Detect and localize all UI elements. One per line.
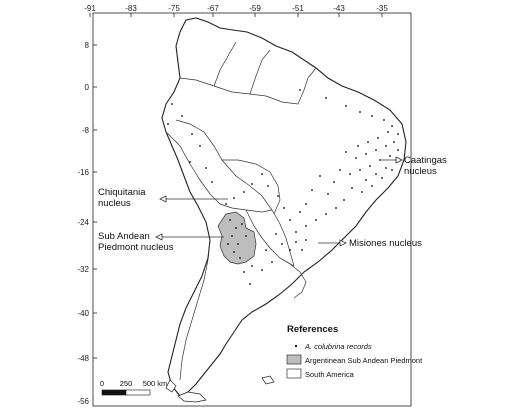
references-legend: References A. colubrina records Argentin… <box>286 324 423 379</box>
lat-tick: -40 <box>77 309 89 318</box>
longitude-ticks: -91 -83 -75 -67 -59 -51 -43 -35 <box>84 4 388 17</box>
misiones-label: Misiones nucleus <box>349 238 422 249</box>
misiones-annotation: Misiones nucleus <box>318 238 422 249</box>
country-borders <box>165 41 317 381</box>
subandean-label: Piedmont nucleus <box>98 242 174 253</box>
lat-tick: 8 <box>85 41 90 50</box>
piedmont-swatch <box>286 354 302 365</box>
records-legend-label: A. colubrina records <box>304 342 372 351</box>
south-america-swatch <box>286 368 302 379</box>
scale-end: 500 km <box>143 379 168 388</box>
caatingas-annotation: Caatingas nucleus <box>381 155 447 177</box>
record-symbol <box>294 344 298 348</box>
scale-zero: 0 <box>100 379 104 388</box>
lat-tick: -32 <box>77 265 89 274</box>
lon-tick: -59 <box>249 4 261 13</box>
lat-tick: -24 <box>77 218 89 227</box>
caatingas-label: nucleus <box>404 166 437 177</box>
subandean-label: Sub Andean <box>98 231 150 242</box>
lon-tick: -35 <box>376 4 388 13</box>
lon-tick: -75 <box>168 4 180 13</box>
subandean-annotation: Sub Andean Piedmont nucleus <box>98 231 224 253</box>
lat-tick: -56 <box>77 397 89 406</box>
lon-tick: -51 <box>292 4 304 13</box>
lat-tick: 0 <box>85 83 90 92</box>
lat-tick: -16 <box>77 168 89 177</box>
map-frame <box>92 12 412 407</box>
tierra-del-fuego <box>165 375 275 403</box>
lon-tick: -43 <box>333 4 345 13</box>
sub-andean-piedmont-area <box>217 211 257 265</box>
latitude-ticks: 8 0 -8 -16 -24 -32 -40 -48 -56 <box>77 41 97 406</box>
chiquitania-annotation: Chiquitania nucleus <box>98 187 228 209</box>
lon-tick: -67 <box>207 4 219 13</box>
scale-mid: 250 <box>120 379 133 388</box>
lat-tick: -48 <box>77 354 89 363</box>
lat-tick: -8 <box>82 126 90 135</box>
piedmont-legend-label: Argentinean Sub Andean Piedmont <box>305 356 423 365</box>
lon-tick: -91 <box>84 4 96 13</box>
chiquitania-label: Chiquitania <box>98 187 146 198</box>
chiquitania-label: nucleus <box>98 198 131 209</box>
caatingas-label: Caatingas <box>404 155 447 166</box>
references-title: References <box>287 324 338 335</box>
south-america-legend-label: South America <box>305 370 355 379</box>
scale-bar: 0 250 500 km <box>100 379 168 396</box>
colubrina-records <box>167 89 399 285</box>
south-america-outline <box>161 17 407 397</box>
lon-tick: -83 <box>125 4 137 13</box>
